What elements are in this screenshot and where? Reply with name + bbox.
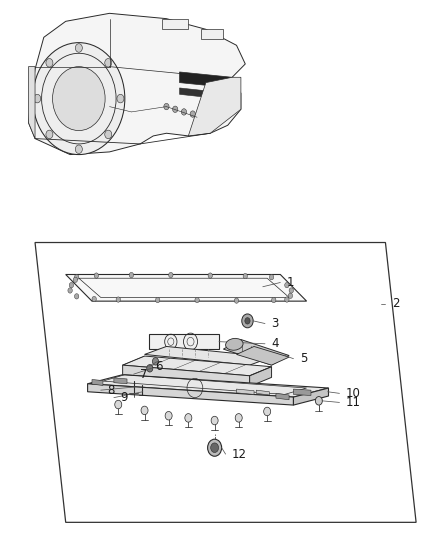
Text: 1: 1: [287, 276, 294, 289]
Text: 8: 8: [107, 384, 115, 397]
Polygon shape: [201, 29, 223, 39]
Circle shape: [129, 272, 134, 278]
Polygon shape: [250, 367, 272, 386]
Text: 2: 2: [392, 297, 399, 310]
Circle shape: [208, 439, 222, 456]
Circle shape: [155, 297, 160, 303]
Polygon shape: [237, 346, 289, 365]
Polygon shape: [162, 19, 188, 29]
Circle shape: [245, 318, 250, 324]
Circle shape: [190, 111, 195, 117]
Text: 3: 3: [272, 317, 279, 330]
Circle shape: [235, 414, 242, 422]
Polygon shape: [123, 365, 250, 386]
Text: 4: 4: [272, 337, 279, 350]
Circle shape: [185, 414, 192, 422]
Polygon shape: [66, 274, 307, 301]
Circle shape: [289, 288, 293, 293]
Ellipse shape: [226, 338, 243, 350]
Polygon shape: [180, 72, 232, 88]
Circle shape: [92, 296, 96, 302]
Circle shape: [33, 43, 125, 155]
Circle shape: [105, 59, 112, 67]
Polygon shape: [92, 379, 103, 385]
Circle shape: [117, 94, 124, 103]
Polygon shape: [276, 393, 289, 400]
Circle shape: [211, 443, 219, 453]
Circle shape: [46, 59, 53, 67]
Circle shape: [234, 298, 239, 303]
Text: 11: 11: [346, 396, 361, 409]
Circle shape: [75, 145, 82, 154]
Text: 7: 7: [140, 368, 148, 381]
Polygon shape: [145, 346, 272, 365]
Polygon shape: [114, 378, 127, 384]
Circle shape: [242, 314, 253, 328]
Circle shape: [269, 274, 274, 280]
Text: 5: 5: [300, 352, 307, 365]
Circle shape: [152, 358, 159, 365]
Polygon shape: [28, 67, 35, 139]
Circle shape: [195, 297, 199, 303]
Circle shape: [46, 130, 53, 139]
Polygon shape: [131, 376, 258, 392]
Polygon shape: [293, 389, 311, 395]
Circle shape: [173, 106, 178, 112]
Polygon shape: [293, 388, 328, 405]
Polygon shape: [237, 389, 254, 394]
Circle shape: [181, 109, 187, 115]
Text: 6: 6: [155, 360, 163, 373]
Circle shape: [199, 112, 204, 119]
Circle shape: [34, 94, 41, 103]
Circle shape: [74, 274, 79, 280]
Circle shape: [73, 277, 78, 282]
Circle shape: [105, 130, 112, 139]
Text: 12: 12: [232, 448, 247, 461]
Circle shape: [165, 411, 172, 420]
Text: 10: 10: [346, 387, 361, 400]
Circle shape: [272, 297, 276, 303]
Circle shape: [69, 282, 74, 288]
Circle shape: [141, 406, 148, 415]
Polygon shape: [149, 334, 219, 349]
Circle shape: [147, 365, 153, 372]
Circle shape: [68, 288, 72, 293]
Circle shape: [243, 273, 247, 279]
Circle shape: [115, 400, 122, 409]
Circle shape: [74, 294, 79, 299]
Circle shape: [208, 273, 212, 278]
Circle shape: [264, 407, 271, 416]
Circle shape: [94, 273, 99, 278]
Circle shape: [211, 416, 218, 425]
Polygon shape: [88, 384, 293, 405]
Circle shape: [285, 282, 289, 288]
Circle shape: [164, 103, 169, 110]
Polygon shape: [88, 375, 328, 397]
Text: 9: 9: [120, 391, 128, 404]
Polygon shape: [188, 77, 241, 136]
Circle shape: [285, 297, 289, 302]
Circle shape: [288, 293, 293, 298]
Circle shape: [169, 272, 173, 278]
Polygon shape: [180, 88, 219, 99]
Polygon shape: [223, 340, 289, 365]
Circle shape: [315, 397, 322, 405]
Polygon shape: [28, 13, 245, 155]
Circle shape: [116, 297, 120, 302]
Polygon shape: [256, 390, 269, 395]
Circle shape: [75, 44, 82, 52]
Circle shape: [53, 67, 105, 131]
Polygon shape: [123, 356, 272, 376]
